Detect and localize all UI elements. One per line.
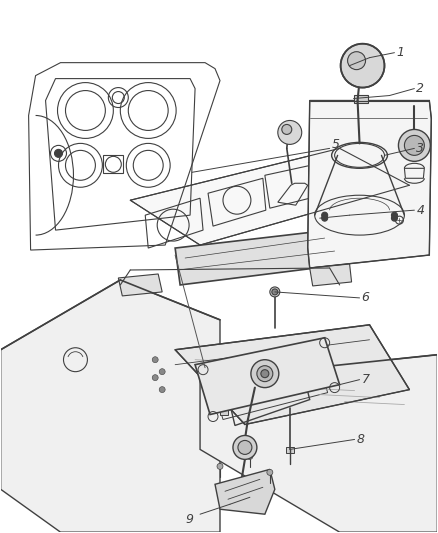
Circle shape [272, 289, 278, 295]
Text: 3: 3 [417, 142, 424, 155]
Text: 9: 9 [185, 513, 193, 526]
Circle shape [348, 52, 366, 70]
Circle shape [392, 212, 397, 218]
Text: 5: 5 [332, 138, 339, 151]
Polygon shape [175, 325, 410, 424]
Text: 2: 2 [417, 82, 424, 95]
Text: 4: 4 [417, 204, 424, 217]
Polygon shape [175, 230, 339, 285]
Text: 1: 1 [396, 46, 404, 59]
Circle shape [152, 357, 158, 362]
Circle shape [152, 375, 158, 381]
Circle shape [267, 470, 273, 475]
Circle shape [399, 130, 430, 161]
Text: 6: 6 [361, 292, 370, 304]
Polygon shape [310, 264, 352, 286]
Circle shape [321, 215, 328, 221]
Polygon shape [200, 355, 437, 532]
Polygon shape [195, 338, 339, 415]
Circle shape [238, 440, 252, 455]
Circle shape [404, 135, 424, 155]
Circle shape [159, 369, 165, 375]
Circle shape [341, 44, 385, 87]
Circle shape [282, 124, 292, 134]
Polygon shape [308, 101, 431, 268]
Circle shape [257, 366, 273, 382]
Circle shape [251, 360, 279, 387]
Circle shape [159, 386, 165, 393]
Polygon shape [118, 274, 162, 296]
FancyBboxPatch shape [353, 94, 367, 102]
Circle shape [321, 212, 328, 218]
FancyBboxPatch shape [286, 447, 294, 454]
Polygon shape [1, 280, 220, 532]
Circle shape [233, 435, 257, 459]
FancyBboxPatch shape [220, 409, 228, 415]
Circle shape [270, 287, 280, 297]
Text: 8: 8 [357, 433, 364, 446]
Circle shape [278, 120, 302, 144]
Polygon shape [130, 148, 410, 245]
Circle shape [392, 215, 397, 221]
Circle shape [54, 149, 63, 157]
Polygon shape [215, 470, 275, 514]
Circle shape [261, 370, 269, 378]
Circle shape [217, 463, 223, 470]
Text: 7: 7 [361, 373, 370, 386]
Circle shape [247, 454, 253, 459]
